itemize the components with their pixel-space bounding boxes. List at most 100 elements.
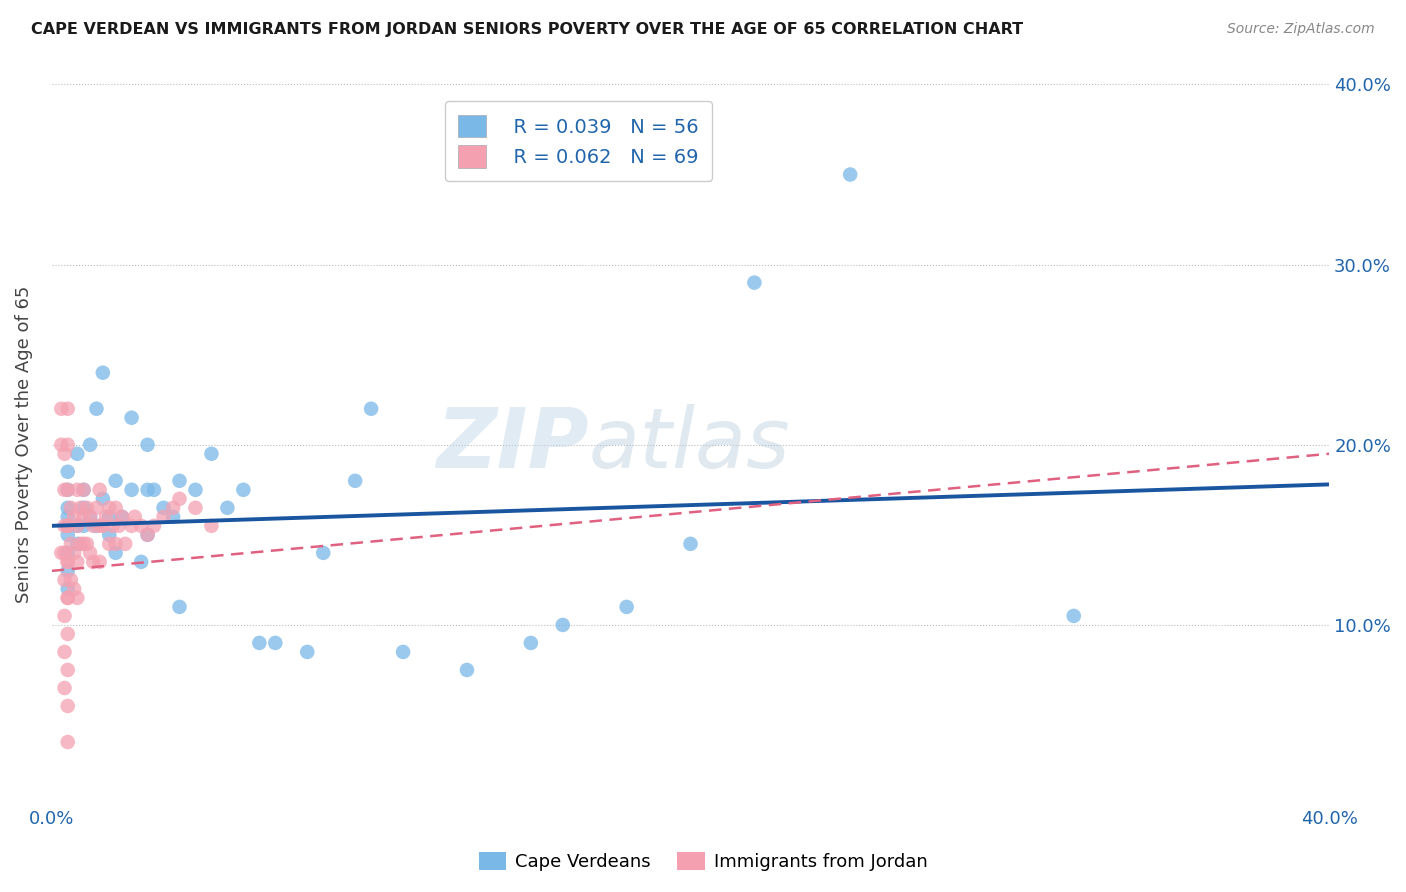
- Point: [79, 509, 101, 524]
- Point: [169, 599, 191, 614]
- Point: [76, 537, 98, 551]
- Point: [73, 500, 96, 515]
- Point: [104, 546, 127, 560]
- Point: [63, 546, 86, 560]
- Point: [53, 483, 76, 497]
- Point: [66, 447, 89, 461]
- Text: atlas: atlas: [588, 404, 790, 485]
- Point: [108, 518, 131, 533]
- Point: [104, 537, 127, 551]
- Point: [59, 573, 82, 587]
- Point: [53, 546, 76, 560]
- Point: [56, 518, 79, 533]
- Point: [53, 608, 76, 623]
- Point: [121, 483, 143, 497]
- Point: [91, 366, 114, 380]
- Point: [66, 555, 89, 569]
- Point: [79, 509, 101, 524]
- Point: [86, 500, 108, 515]
- Point: [89, 555, 111, 569]
- Point: [91, 491, 114, 506]
- Point: [200, 518, 222, 533]
- Point: [63, 582, 86, 596]
- Point: [101, 518, 124, 533]
- Point: [136, 528, 159, 542]
- Point: [56, 627, 79, 641]
- Point: [51, 401, 73, 416]
- Point: [82, 555, 104, 569]
- Point: [56, 555, 79, 569]
- Point: [839, 168, 862, 182]
- Point: [51, 438, 73, 452]
- Point: [264, 636, 287, 650]
- Point: [73, 518, 96, 533]
- Point: [129, 518, 152, 533]
- Point: [152, 500, 174, 515]
- Point: [53, 447, 76, 461]
- Point: [56, 483, 79, 497]
- Point: [98, 509, 121, 524]
- Point: [312, 546, 335, 560]
- Point: [56, 500, 79, 515]
- Point: [98, 537, 121, 551]
- Y-axis label: Seniors Poverty Over the Age of 65: Seniors Poverty Over the Age of 65: [15, 286, 32, 604]
- Point: [53, 645, 76, 659]
- Text: CAPE VERDEAN VS IMMIGRANTS FROM JORDAN SENIORS POVERTY OVER THE AGE OF 65 CORREL: CAPE VERDEAN VS IMMIGRANTS FROM JORDAN S…: [31, 22, 1024, 37]
- Point: [111, 509, 134, 524]
- Point: [129, 555, 152, 569]
- Point: [56, 698, 79, 713]
- Point: [169, 491, 191, 506]
- Point: [136, 483, 159, 497]
- Point: [73, 483, 96, 497]
- Point: [89, 518, 111, 533]
- Point: [169, 474, 191, 488]
- Point: [66, 537, 89, 551]
- Point: [66, 518, 89, 533]
- Point: [56, 483, 79, 497]
- Point: [142, 518, 165, 533]
- Point: [69, 537, 91, 551]
- Point: [79, 546, 101, 560]
- Point: [114, 537, 136, 551]
- Point: [73, 483, 96, 497]
- Point: [73, 509, 96, 524]
- Point: [86, 401, 108, 416]
- Point: [59, 537, 82, 551]
- Point: [66, 483, 89, 497]
- Point: [53, 681, 76, 695]
- Point: [392, 645, 415, 659]
- Point: [79, 438, 101, 452]
- Point: [86, 518, 108, 533]
- Point: [142, 483, 165, 497]
- Point: [56, 438, 79, 452]
- Point: [616, 599, 638, 614]
- Point: [56, 564, 79, 578]
- Point: [59, 500, 82, 515]
- Point: [297, 645, 319, 659]
- Point: [98, 500, 121, 515]
- Point: [56, 582, 79, 596]
- Point: [1063, 608, 1085, 623]
- Point: [184, 483, 207, 497]
- Point: [56, 509, 79, 524]
- Point: [89, 483, 111, 497]
- Point: [520, 636, 543, 650]
- Point: [51, 546, 73, 560]
- Legend:   R = 0.039   N = 56,   R = 0.062   N = 69: R = 0.039 N = 56, R = 0.062 N = 69: [444, 102, 713, 181]
- Point: [56, 518, 79, 533]
- Text: Source: ZipAtlas.com: Source: ZipAtlas.com: [1227, 22, 1375, 37]
- Point: [136, 438, 159, 452]
- Point: [217, 500, 239, 515]
- Point: [121, 518, 143, 533]
- Point: [53, 518, 76, 533]
- Point: [344, 474, 367, 488]
- Point: [744, 276, 766, 290]
- Point: [56, 735, 79, 749]
- Point: [152, 509, 174, 524]
- Point: [162, 500, 184, 515]
- Point: [56, 591, 79, 605]
- Point: [91, 518, 114, 533]
- Point: [56, 518, 79, 533]
- Point: [551, 618, 574, 632]
- Legend: Cape Verdeans, Immigrants from Jordan: Cape Verdeans, Immigrants from Jordan: [471, 845, 935, 879]
